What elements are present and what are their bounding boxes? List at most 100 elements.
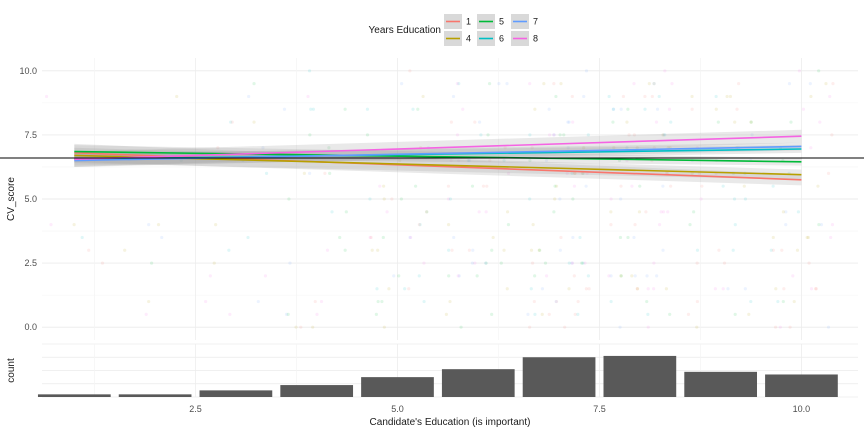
- data-point: [490, 312, 494, 316]
- data-point: [302, 171, 306, 175]
- count-bar: [118, 394, 192, 397]
- count-bar: [37, 394, 111, 397]
- data-point: [44, 94, 49, 99]
- data-point: [553, 184, 557, 188]
- data-point: [323, 171, 327, 175]
- data-point: [726, 287, 730, 291]
- data-point: [643, 107, 647, 111]
- data-point: [607, 274, 611, 278]
- data-point: [700, 184, 704, 188]
- data-point: [311, 325, 315, 329]
- data-point: [502, 158, 506, 163]
- y-axis-title: CV_score: [6, 177, 17, 221]
- data-point: [400, 82, 404, 86]
- data-point: [484, 261, 488, 265]
- x-tick-label: 7.5: [593, 404, 606, 414]
- data-point: [505, 287, 509, 291]
- data-point: [72, 223, 76, 227]
- trend-line-5: [74, 150, 802, 163]
- legend-item-5: 5: [477, 14, 504, 29]
- data-point: [123, 248, 127, 252]
- data-point: [563, 325, 567, 329]
- data-point: [311, 107, 315, 111]
- data-point: [805, 235, 809, 240]
- data-point: [306, 94, 310, 99]
- data-point: [806, 235, 810, 240]
- data-point: [570, 171, 574, 175]
- data-point: [147, 299, 151, 304]
- data-point: [425, 210, 429, 214]
- data-point: [497, 82, 501, 86]
- data-point: [717, 248, 721, 252]
- data-point: [299, 325, 303, 329]
- data-point: [446, 197, 451, 201]
- data-point: [382, 197, 386, 201]
- data-point: [466, 158, 470, 163]
- data-point: [449, 158, 453, 163]
- data-point: [216, 146, 220, 150]
- data-point: [344, 210, 348, 214]
- data-point: [829, 235, 833, 240]
- data-point: [313, 299, 317, 304]
- data-point: [449, 120, 453, 124]
- data-point: [618, 325, 622, 329]
- data-point: [80, 235, 84, 240]
- count-axis-title: count: [6, 358, 17, 383]
- data-point: [573, 171, 577, 175]
- data-point: [646, 312, 650, 316]
- data-point: [533, 107, 537, 111]
- data-point: [814, 287, 818, 291]
- data-point: [532, 299, 536, 304]
- data-point: [49, 223, 53, 227]
- data-point: [446, 184, 451, 188]
- data-point: [695, 248, 700, 252]
- data-point: [780, 248, 784, 252]
- data-point: [669, 184, 673, 188]
- data-point: [582, 146, 586, 150]
- data-point: [633, 223, 637, 227]
- data-point: [479, 133, 483, 137]
- data-point: [742, 184, 746, 188]
- legend-item-4: 4: [444, 31, 471, 46]
- data-point: [655, 107, 660, 111]
- data-point: [552, 82, 556, 86]
- data-point: [417, 274, 421, 278]
- data-point: [554, 184, 559, 188]
- data-point: [808, 82, 812, 86]
- data-point: [422, 299, 426, 304]
- data-point: [725, 94, 729, 99]
- data-point: [307, 69, 312, 73]
- data-point: [807, 261, 811, 265]
- data-point: [246, 235, 250, 240]
- data-point: [485, 184, 489, 188]
- data-point: [282, 107, 287, 111]
- data-point: [652, 261, 656, 265]
- data-point: [533, 274, 537, 278]
- data-point: [570, 94, 574, 99]
- data-point: [529, 287, 533, 291]
- data-point: [382, 325, 386, 329]
- data-point: [826, 325, 831, 329]
- data-point: [252, 82, 256, 86]
- data-point: [530, 261, 535, 265]
- legend-label-7: 7: [533, 17, 538, 27]
- data-point: [204, 299, 208, 304]
- data-point: [368, 235, 372, 240]
- data-point: [824, 82, 828, 86]
- data-point: [586, 274, 590, 278]
- data-point: [325, 248, 330, 252]
- data-point: [374, 312, 378, 316]
- data-point: [467, 248, 471, 252]
- data-point: [626, 107, 630, 111]
- data-point: [818, 120, 822, 124]
- data-point: [528, 325, 532, 329]
- data-point: [338, 235, 342, 240]
- data-point: [552, 210, 556, 214]
- data-point: [408, 235, 412, 240]
- data-point: [365, 107, 370, 111]
- data-point: [87, 248, 91, 252]
- data-point: [490, 248, 494, 252]
- data-point: [150, 261, 154, 265]
- data-point: [784, 223, 788, 227]
- data-point: [567, 261, 571, 265]
